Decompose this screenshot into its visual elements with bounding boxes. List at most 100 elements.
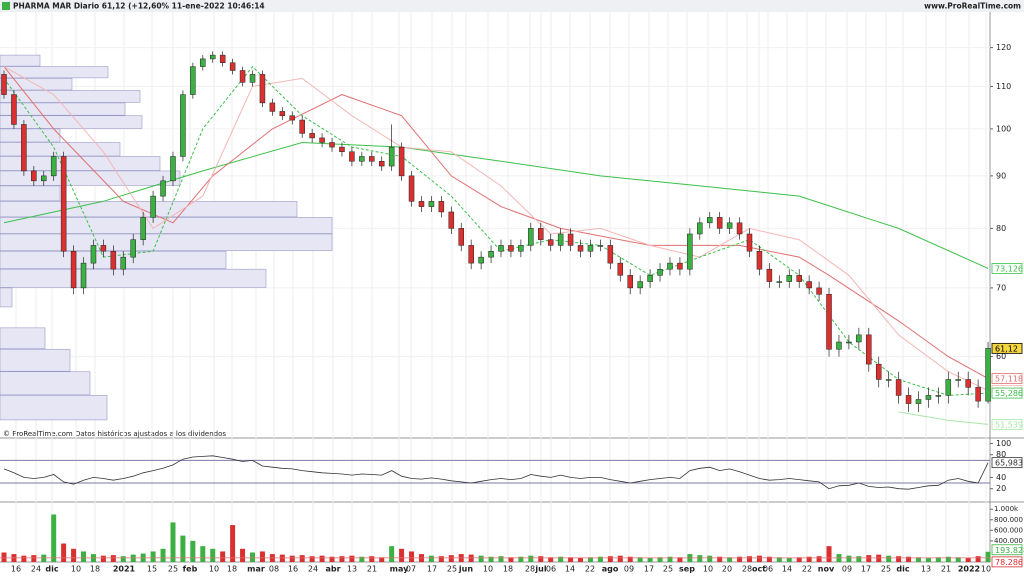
candle-body xyxy=(170,156,176,182)
volume-bar xyxy=(965,557,971,562)
volume-bar xyxy=(548,557,554,562)
volume-bar xyxy=(955,557,961,562)
candle-body xyxy=(846,341,852,344)
volume-bar xyxy=(448,555,454,562)
x-tick-label: 22 xyxy=(802,565,812,574)
volume-bar xyxy=(71,548,77,562)
volume-bar xyxy=(190,540,196,562)
candle-body xyxy=(50,156,57,177)
x-tick-label: 10 xyxy=(209,565,219,574)
volume-bar xyxy=(160,548,166,562)
volume-bar xyxy=(21,555,27,562)
volume-bar xyxy=(786,557,792,562)
volume-bar xyxy=(379,557,385,562)
x-tick-label: dic xyxy=(896,565,909,574)
candle-body xyxy=(726,222,733,229)
y-tick-label: 400.000 xyxy=(994,537,1023,545)
indicator-line xyxy=(3,66,989,380)
x-tick-label: 20 xyxy=(722,565,732,574)
indicator-line xyxy=(898,411,989,425)
icon xyxy=(2,2,10,10)
volume-bar xyxy=(578,557,584,562)
candle-body xyxy=(577,245,584,252)
y-tick-label: 90 xyxy=(996,171,1006,180)
candle-body xyxy=(269,102,276,112)
candle-body xyxy=(786,275,793,282)
candle-body xyxy=(528,228,534,246)
volume-bar xyxy=(737,556,743,562)
candle-body xyxy=(478,256,484,264)
candle-body xyxy=(985,348,991,402)
volume-bar xyxy=(747,556,752,562)
x-tick-label: 16 xyxy=(288,565,298,574)
candle-body xyxy=(826,294,832,350)
x-tick-label: 21 xyxy=(941,565,951,574)
x-tick-label: abr xyxy=(325,565,340,574)
y-tick-label: 1.000k xyxy=(994,505,1019,513)
volume-profile-bar xyxy=(0,102,126,116)
volume-bar xyxy=(250,552,255,562)
candle-body xyxy=(219,54,226,63)
volume-bar xyxy=(259,551,265,562)
volume-bar xyxy=(389,546,395,562)
x-tick-label: 25 xyxy=(881,565,891,574)
x-tick-label: 09 xyxy=(624,565,634,574)
x-tick-label: 25 xyxy=(447,565,457,574)
candle-body xyxy=(448,211,455,229)
volume-bar xyxy=(776,557,782,562)
candle-body xyxy=(488,250,494,258)
candle-body xyxy=(329,142,335,148)
candle-body xyxy=(836,341,842,350)
value-tag xyxy=(991,544,1023,556)
x-tick-label: 06 xyxy=(763,565,773,574)
candle-body xyxy=(209,54,216,60)
candle-body xyxy=(885,379,892,381)
volume-profile-bar xyxy=(0,90,141,103)
volume-bar xyxy=(339,556,345,562)
candle-body xyxy=(597,245,604,247)
indicator-line xyxy=(3,141,989,269)
x-tick-label: nov xyxy=(818,565,835,574)
x-tick-label: may xyxy=(390,565,409,574)
volume-bar xyxy=(428,555,434,562)
candle-body xyxy=(299,119,305,134)
volume-bar xyxy=(806,556,812,562)
candle-body xyxy=(746,233,753,252)
volume-bar xyxy=(896,556,902,562)
volume-profile-bar xyxy=(0,348,71,372)
volume-bar xyxy=(717,556,723,562)
volume-bar xyxy=(299,555,305,562)
candle-body xyxy=(736,222,743,235)
candle-body xyxy=(915,399,922,404)
volume-bar xyxy=(200,546,206,562)
volume-bar xyxy=(558,556,564,562)
candle-body xyxy=(339,146,345,153)
candle-body xyxy=(935,395,942,397)
volume-bar xyxy=(438,556,444,562)
value-tag-label: 73,126 xyxy=(995,264,1023,273)
y-tick-label: 80 xyxy=(996,224,1006,233)
x-tick-label: 10 xyxy=(71,565,81,574)
candle-body xyxy=(945,379,952,396)
x-tick-label: sep xyxy=(679,565,695,574)
volume-bar xyxy=(100,555,106,562)
value-tag xyxy=(991,263,1023,274)
y-tick-label: 40 xyxy=(996,473,1006,482)
candle-body xyxy=(31,170,37,182)
x-tick-label: dic xyxy=(45,565,58,574)
x-tick-label: 2022 xyxy=(958,565,980,574)
candle-body xyxy=(190,66,196,95)
volume-bar xyxy=(915,557,921,562)
volume-profile-bar xyxy=(0,201,298,218)
y-tick-label: 600.000 xyxy=(994,526,1023,534)
candle-body xyxy=(905,395,912,404)
volume-bar xyxy=(120,556,126,562)
candle-body xyxy=(378,160,385,167)
volume-bar xyxy=(796,557,802,562)
y-tick-label: 80 xyxy=(996,450,1006,459)
candle-body xyxy=(180,94,186,157)
candle-body xyxy=(200,58,206,67)
candle-body xyxy=(716,217,723,229)
candle-body xyxy=(130,239,136,258)
